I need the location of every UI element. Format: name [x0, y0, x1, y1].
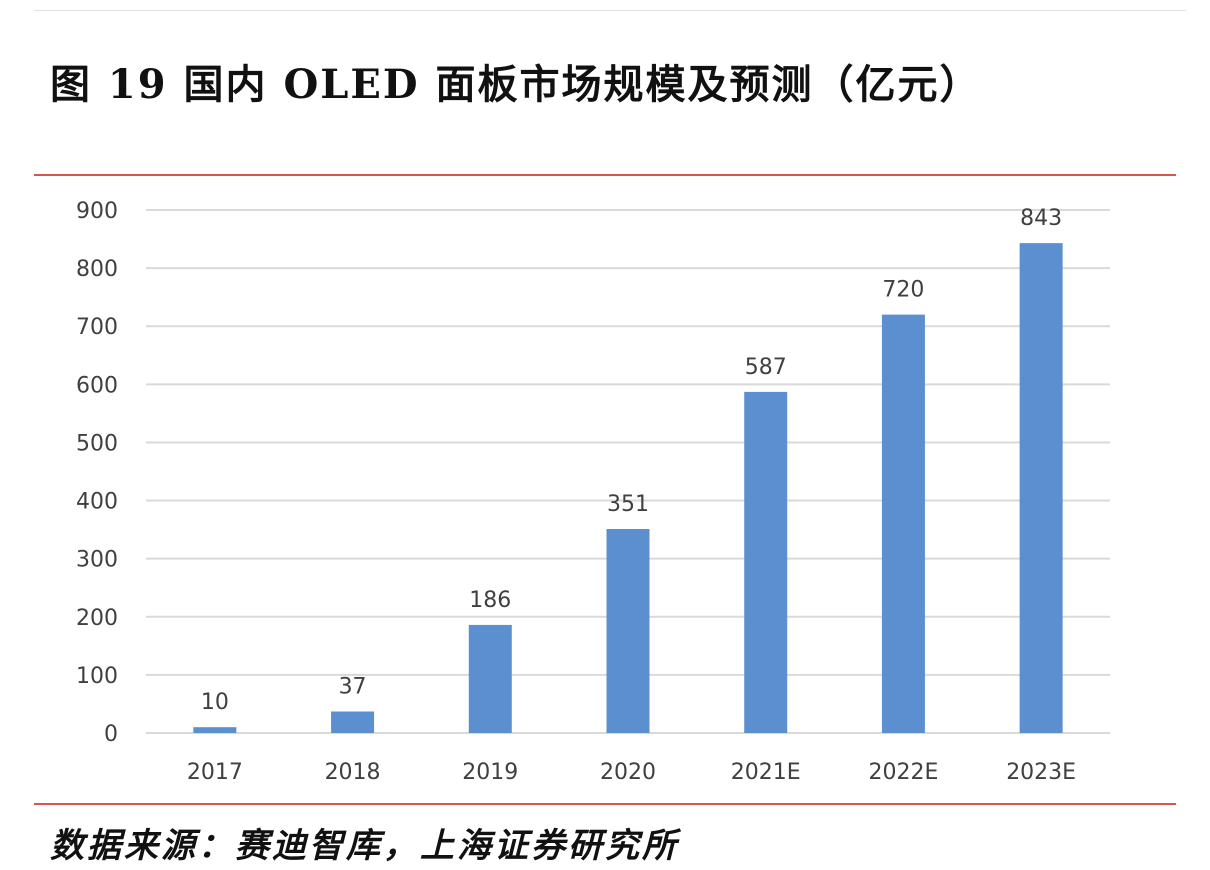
y-tick-label: 900 [76, 199, 118, 224]
data-label-2022E: 720 [882, 278, 924, 303]
top-divider [34, 10, 1186, 11]
data-label-2023E: 843 [1020, 206, 1062, 231]
chart-bottom-rule [34, 803, 1176, 805]
y-tick-label: 700 [76, 315, 118, 340]
y-tick-label: 600 [76, 373, 118, 398]
data-label-2017: 10 [201, 690, 229, 715]
bars [193, 243, 1063, 733]
bar-2020 [606, 529, 650, 733]
bar-2022E [881, 314, 925, 733]
x-tick-label-2018: 2018 [325, 760, 381, 785]
data-labels: 10 37 186 351 587 720 843 [201, 206, 1062, 715]
data-label-2021E: 587 [745, 355, 787, 380]
y-axis-tick-labels: 0 100 200 300 400 500 600 700 800 900 [76, 199, 118, 747]
y-tick-label: 100 [76, 664, 118, 689]
bar-2017 [193, 727, 237, 733]
bar-2023E [1019, 243, 1063, 733]
bar-2021E [744, 391, 788, 733]
x-tick-label-2023E: 2023E [1006, 760, 1076, 785]
figure-title: 图 19 国内 OLED 面板市场规模及预测（亿元） [50, 61, 982, 108]
chart-top-rule [34, 174, 1176, 176]
data-label-2018: 37 [339, 674, 367, 699]
y-tick-label: 0 [104, 722, 118, 747]
bar-2019 [468, 624, 512, 733]
x-tick-label-2020: 2020 [600, 760, 656, 785]
x-axis-tick-labels: 2017 2018 2019 2020 2021E 2022E 2023E [187, 760, 1076, 785]
x-tick-label-2019: 2019 [462, 760, 518, 785]
y-tick-label: 300 [76, 548, 118, 573]
y-tick-label: 800 [76, 257, 118, 282]
y-tick-label: 200 [76, 606, 118, 631]
bar-2018 [331, 711, 375, 733]
x-tick-label-2017: 2017 [187, 760, 243, 785]
source-note: 数据来源：赛迪智库，上海证券研究所 [50, 826, 679, 866]
y-tick-label: 400 [76, 490, 118, 515]
y-tick-label: 500 [76, 431, 118, 456]
data-label-2020: 351 [607, 492, 649, 517]
x-tick-label-2021E: 2021E [731, 760, 801, 785]
x-tick-label-2022E: 2022E [868, 760, 938, 785]
data-label-2019: 186 [469, 588, 511, 613]
